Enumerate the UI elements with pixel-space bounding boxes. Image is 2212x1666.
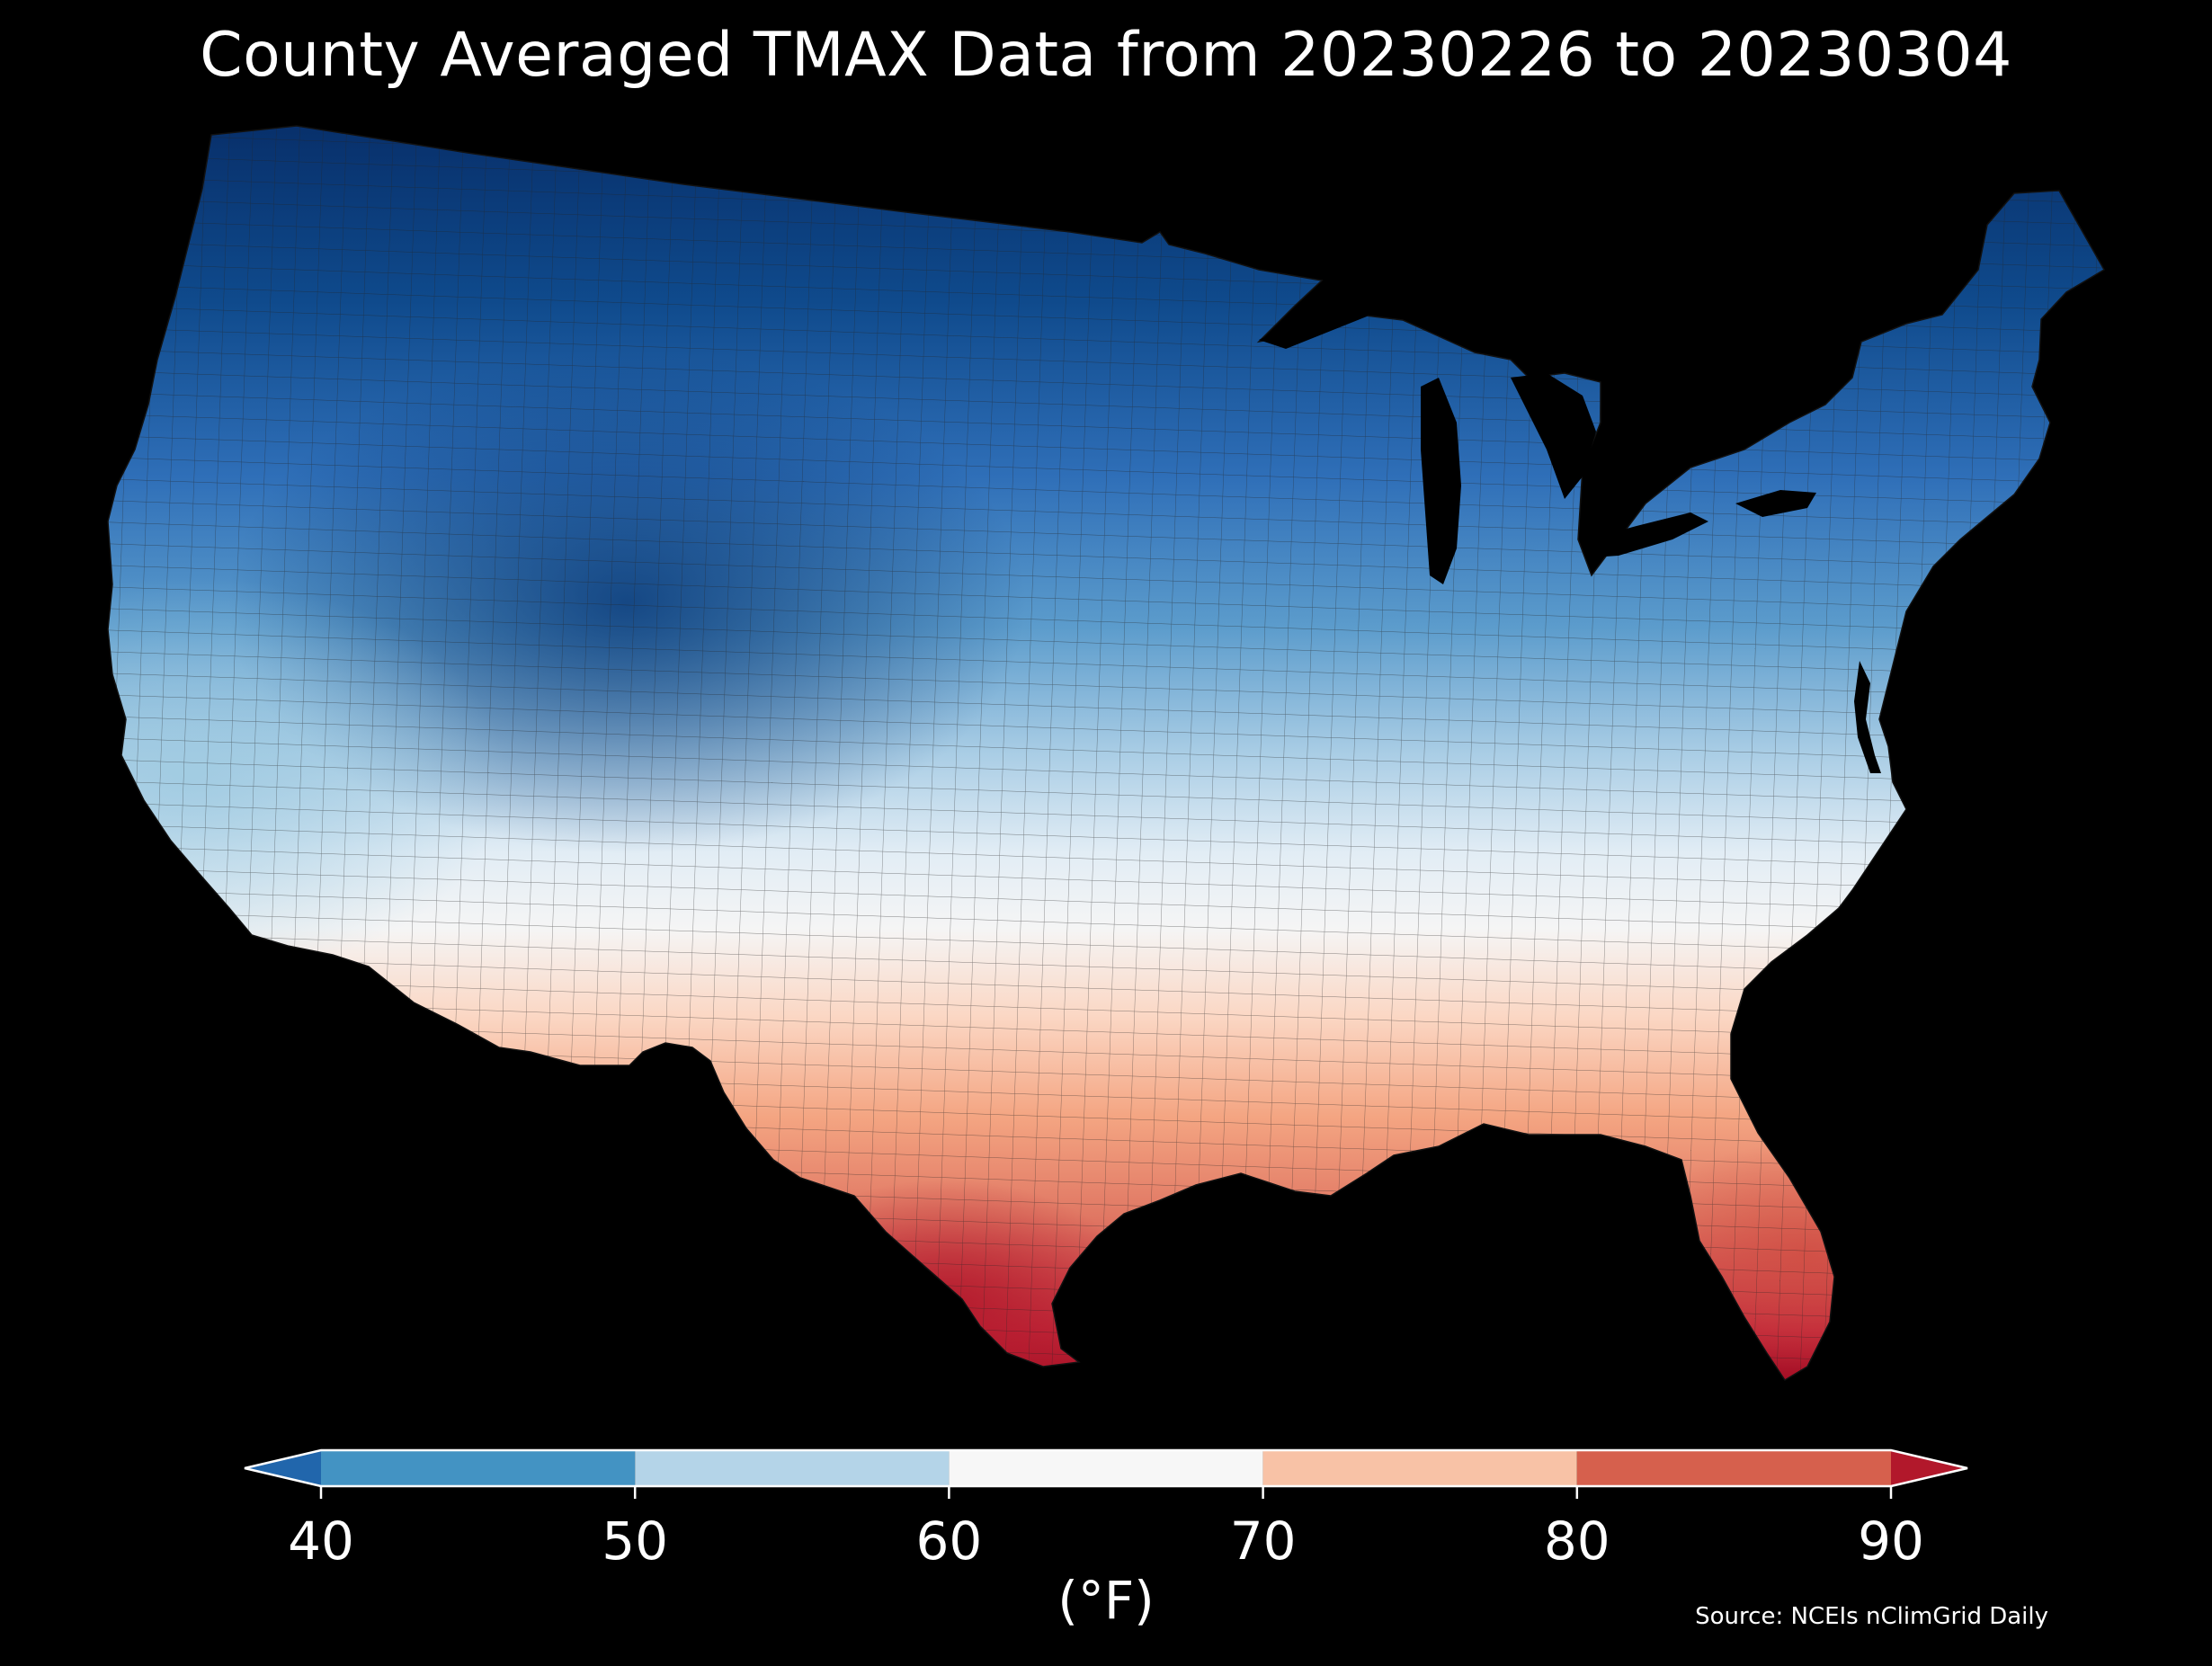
colorbar-tick-label: 50	[602, 1510, 668, 1572]
colorbar-tick-label: 80	[1544, 1510, 1610, 1572]
lake-erie	[1587, 512, 1708, 557]
colorbar-under-arrow	[245, 1450, 321, 1486]
colorbar-tick-label: 40	[288, 1510, 354, 1572]
colorbar-bin-80-90	[1576, 1450, 1891, 1486]
lake-ontario	[1735, 490, 1816, 517]
county-boundaries	[108, 126, 2104, 1380]
colorbar-tick-label: 70	[1230, 1510, 1297, 1572]
lake-huron	[1511, 373, 1596, 499]
lake-michigan	[1421, 378, 1461, 584]
colorbar-tick-label: 60	[915, 1510, 982, 1572]
colorbar-over-arrow	[1891, 1450, 1967, 1486]
chesapeake-bay	[1854, 661, 1881, 773]
colorbar-bin-70-80	[1262, 1450, 1577, 1486]
map-title: County Averaged TMAX Data from 20230226 …	[200, 20, 2012, 91]
colorbar-tick-label: 90	[1858, 1510, 1924, 1572]
contiguous-us-fill	[107, 125, 2106, 1382]
source-credit: Source: NCEIs nClimGrid Daily	[1695, 1603, 2048, 1630]
colorbar-units-label: (°F)	[1057, 1570, 1155, 1631]
lake-superior	[1259, 298, 1376, 349]
colorbar-bin-60-70	[949, 1450, 1263, 1486]
colorbar-bin-40-50	[321, 1450, 636, 1486]
colorbar-bin-50-60	[635, 1450, 950, 1486]
